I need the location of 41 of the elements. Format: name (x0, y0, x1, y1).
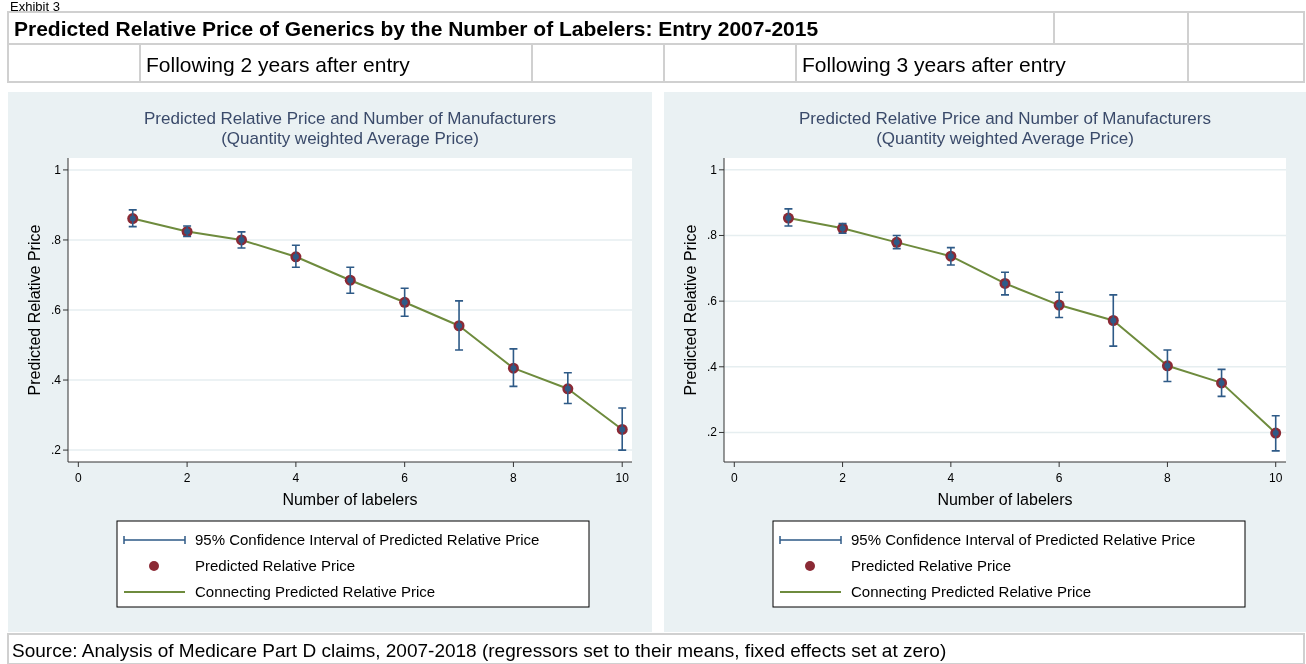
x-tick-label: 4 (947, 471, 955, 485)
legend-label: Predicted Relative Price (195, 557, 356, 574)
text: Predicted Relative Price of Generics by the Number of Labelers: Entry 2007-2015 (14, 17, 819, 40)
x-axis-title: Number of labelers (282, 491, 418, 508)
x-tick-label: 6 (1055, 471, 1063, 485)
y-axis-title: Predicted Relative Price (26, 224, 43, 396)
x-tick-label: 8 (510, 471, 518, 485)
y-tick-label: .8 (706, 228, 718, 243)
y-tick-label: .4 (50, 373, 62, 388)
chart-title: Predicted Relative Price and Number of Manufacturers (799, 109, 1211, 128)
x-tick-label: 2 (183, 471, 191, 485)
chart-subtitle: (Quantity weighted Average Price) (876, 129, 1134, 148)
chart-subtitle: (Quantity weighted Average Price) (221, 129, 479, 148)
y-axis-title: Predicted Relative Price (682, 224, 699, 396)
source-note: Source: Analysis of Medicare Part D claims, 2007-2018 (regressors set to their means, fixed effects set at zero) (12, 640, 947, 661)
text: Following 3 years after entry (802, 53, 1067, 76)
x-tick-label: 8 (1164, 471, 1172, 485)
x-tick-label: 6 (401, 471, 409, 485)
x-tick-label: 2 (839, 471, 847, 485)
legend-label: Connecting Predicted Relative Price (851, 583, 1092, 600)
x-tick-label: 10 (615, 471, 630, 485)
legend-label: 95% Confidence Interval of Predicted Relative Price (195, 531, 540, 548)
y-tick-label: 1 (710, 162, 718, 177)
y-tick-label: .2 (706, 425, 718, 440)
legend-label: 95% Confidence Interval of Predicted Relative Price (851, 531, 1196, 548)
y-tick-label: .6 (706, 294, 718, 309)
x-axis-title: Number of labelers (937, 491, 1073, 508)
chart-title: Predicted Relative Price and Number of Manufacturers (144, 109, 556, 128)
text: Exhibit 3 (10, 0, 60, 14)
y-tick-label: .2 (50, 443, 62, 458)
x-tick-label: 10 (1269, 471, 1283, 485)
x-tick-label: 4 (292, 471, 300, 485)
text: Following 2 years after entry (146, 53, 411, 76)
y-tick-label: 1 (54, 162, 62, 177)
y-tick-label: .6 (50, 303, 62, 317)
y-tick-label: .4 (706, 359, 718, 374)
legend-label: Predicted Relative Price (851, 557, 1012, 574)
legend-label: Connecting Predicted Relative Price (195, 583, 436, 600)
y-tick-label: .8 (50, 232, 62, 247)
x-tick-label: 0 (74, 471, 82, 485)
x-tick-label: 0 (730, 471, 738, 485)
